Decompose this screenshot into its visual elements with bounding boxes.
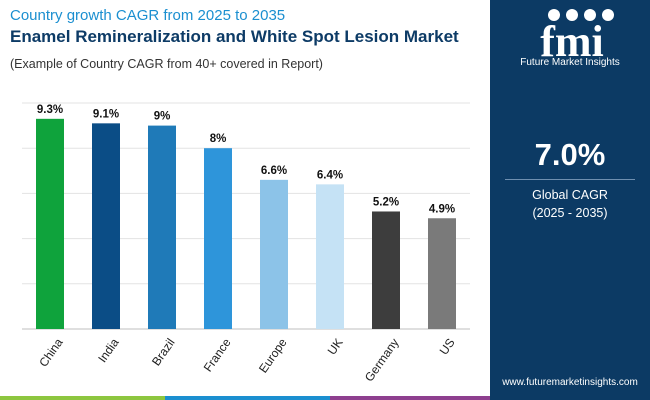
fmi-logo: fmi	[540, 9, 614, 66]
data-label: 9.3%	[37, 104, 63, 116]
bar-france	[204, 148, 232, 329]
footer-color-bar	[0, 396, 650, 400]
bar-germany	[372, 211, 400, 329]
x-tick-label: Germany	[362, 336, 402, 384]
bar-us	[428, 218, 456, 329]
x-tick-label: China	[36, 335, 66, 369]
bar-india	[92, 123, 120, 329]
bar-europe	[260, 179, 288, 329]
footer-bar-segment	[165, 396, 330, 400]
bar-chart: 9.3% China 9.1% India 9% Brazil 8% France 6.6% Eu…	[22, 102, 470, 384]
website-url[interactable]: www.futuremarketinsights.com	[502, 377, 638, 388]
data-label: 5.2%	[373, 196, 399, 208]
sidebar-panel: fmi Future Market Insights 7.0% Global C…	[490, 0, 650, 400]
data-label: 8%	[210, 133, 227, 145]
footer-bar-segment	[0, 396, 165, 400]
x-tick-label: France	[201, 335, 234, 374]
x-tick-label: India	[95, 335, 122, 365]
global-cagr-period: (2025 - 2035)	[532, 206, 608, 220]
bar-uk	[316, 184, 344, 329]
logo-icon-4	[602, 9, 614, 21]
x-tick-label: US	[437, 336, 458, 358]
chart-subtitle: (Example of Country CAGR from 40+ covere…	[10, 57, 323, 71]
x-tick-label: Brazil	[149, 336, 178, 369]
divider	[505, 179, 635, 180]
bar-brazil	[148, 125, 176, 329]
logo-icon-2	[566, 9, 578, 21]
footer-bar-segment	[330, 396, 490, 400]
data-label: 6.4%	[317, 169, 343, 181]
chart-title-line2: Enamel Remineralization and White Spot L…	[10, 27, 459, 46]
global-cagr-value: 7.0%	[534, 137, 606, 172]
bar-china	[36, 118, 64, 329]
global-cagr-label: Global CAGR	[532, 188, 608, 202]
data-label: 9.1%	[93, 108, 119, 120]
logo-icon-3	[584, 9, 596, 21]
logo-icon-1	[548, 9, 560, 21]
data-label: 4.9%	[429, 203, 455, 215]
chart-header: Country growth CAGR from 2025 to 2035 En…	[10, 6, 480, 74]
logo-wordmark: fmi	[540, 17, 604, 66]
x-tick-label: UK	[325, 336, 346, 358]
x-tick-label: Europe	[256, 335, 290, 375]
logo-tagline: Future Market Insights	[520, 57, 620, 68]
data-label: 6.6%	[261, 165, 287, 177]
data-label: 9%	[154, 111, 171, 123]
footer-bar-segment	[490, 396, 650, 400]
chart-title-line1: Country growth CAGR from 2025 to 2035	[10, 7, 286, 24]
